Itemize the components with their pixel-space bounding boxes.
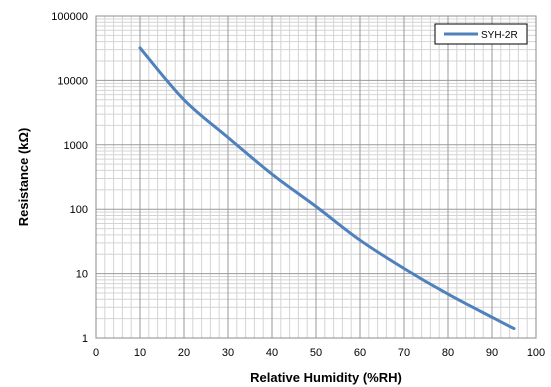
y-tick-label: 1 [82, 333, 88, 345]
x-tick-label: 10 [134, 347, 146, 359]
y-tick-label: 10000 [57, 75, 88, 87]
x-tick-label: 100 [527, 347, 545, 359]
y-axis-tick-labels: 1 10 100 1000 10000 100000 [51, 11, 88, 345]
series-layer [138, 46, 516, 331]
x-tick-label: 70 [398, 347, 410, 359]
y-tick-label: 100 [70, 204, 88, 216]
y-tick-label: 10 [76, 269, 88, 281]
legend-label-syh-2r: SYH-2R [481, 30, 518, 41]
y-tick-label: 100000 [51, 11, 88, 23]
x-tick-label: 20 [178, 347, 190, 359]
legend: SYH-2R [434, 23, 528, 45]
x-tick-label: 40 [266, 347, 278, 359]
x-tick-label: 30 [222, 347, 234, 359]
x-axis-tick-labels: 0 10 20 30 40 50 60 70 80 90 100 [93, 347, 545, 359]
series-line-syh-2r [138, 46, 516, 331]
y-tick-label: 1000 [64, 140, 88, 152]
x-tick-label: 90 [486, 347, 498, 359]
y-axis-title: Resistance (kΩ) [16, 128, 31, 227]
plot-area-frame [95, 15, 537, 339]
x-tick-label: 0 [93, 347, 99, 359]
x-tick-label: 50 [310, 347, 322, 359]
x-axis-title: Relative Humidity (%RH) [250, 370, 402, 385]
x-tick-label: 60 [354, 347, 366, 359]
major-gridlines [96, 16, 536, 338]
x-tick-label: 80 [442, 347, 454, 359]
legend-box [434, 23, 528, 45]
